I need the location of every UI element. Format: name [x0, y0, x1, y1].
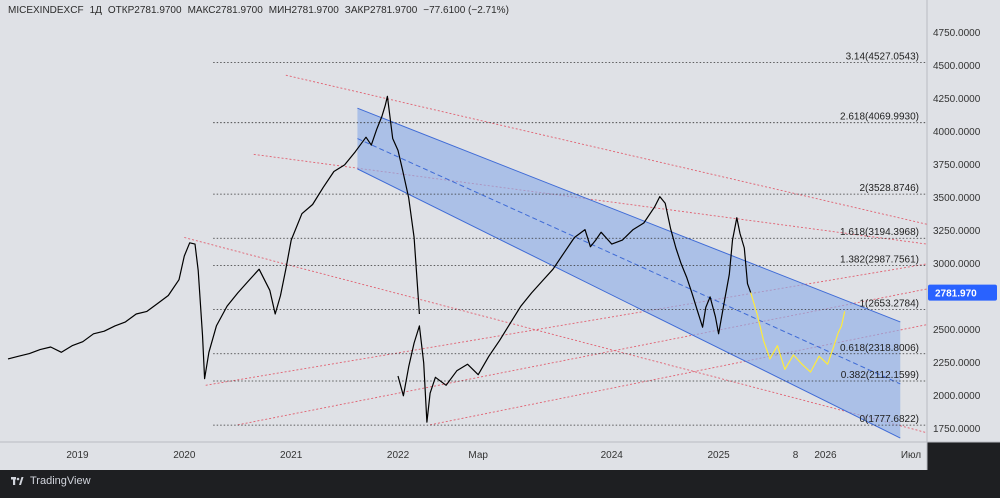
y-tick-3500: 3500.0000: [933, 193, 981, 204]
footer-bar: TradingView: [10, 474, 91, 488]
fib-label-2.618: 2.618(4069.9930): [840, 112, 919, 123]
fib-label-0: 0(1777.6822): [860, 414, 920, 425]
legend-interval[interactable]: 1Д: [89, 5, 102, 16]
fan-line-3: [205, 263, 927, 386]
price-axis-background: [927, 0, 1000, 442]
plot-layer: [7, 62, 927, 439]
legend-open: ОТКР2781.9700: [107, 5, 182, 16]
fib-label-2: 2(3528.8746): [860, 183, 920, 194]
y-tick-2000: 2000.0000: [933, 391, 981, 402]
y-tick-4000: 4000.0000: [933, 127, 981, 138]
legend-low: МИН2781.9700: [268, 5, 339, 16]
channel-mid-line: [357, 138, 901, 385]
x-tick-2022: 2022: [387, 450, 410, 461]
fib-label-1: 1(2653.2784): [860, 299, 920, 310]
legend-high: МАКС2781.9700: [187, 5, 263, 16]
fib-label-1.618: 1.618(3194.3968): [840, 227, 919, 238]
legend-change: −77.6100 (−2.71%): [423, 5, 509, 16]
x-tick-2024: 2024: [601, 450, 624, 461]
series-2: [750, 292, 846, 373]
last-price-badge: [928, 284, 997, 301]
x-tick-2026: 2026: [814, 450, 837, 461]
series-1: [397, 196, 752, 423]
x-tick-2025: 2025: [707, 450, 730, 461]
legend-symbol[interactable]: MICEXINDEXCF: [8, 5, 84, 16]
legend-close: ЗАКР2781.9700: [344, 5, 418, 16]
y-tick-4250: 4250.0000: [933, 94, 981, 105]
y-tick-2500: 2500.0000: [933, 325, 981, 336]
tradingview-logo-icon[interactable]: [10, 474, 24, 488]
x-tick-2019: 2019: [66, 450, 89, 461]
channel-upper-line: [357, 107, 901, 323]
channel-lower-line: [357, 168, 901, 439]
fib-label-1.382: 1.382(2987.7561): [840, 254, 919, 265]
x-tick-2021: 2021: [280, 450, 303, 461]
y-tick-2250: 2250.0000: [933, 358, 981, 369]
channel-fill: [357, 108, 901, 439]
fib-label-3.14: 3.14(4527.0543): [846, 51, 919, 62]
y-tick-3750: 3750.0000: [933, 160, 981, 171]
y-tick-4500: 4500.0000: [933, 61, 981, 72]
fib-label-0.618: 0.618(2318.8006): [840, 343, 919, 354]
y-tick-3000: 3000.0000: [933, 259, 981, 270]
x-tick-8: 8: [793, 450, 799, 461]
fan-line-5: [430, 324, 927, 426]
y-tick-3250: 3250.0000: [933, 226, 981, 237]
y-tick-1750: 1750.0000: [933, 424, 981, 435]
x-tick-Июл: Июл: [901, 450, 921, 461]
fan-line-2: [285, 74, 927, 225]
time-axis-background: [0, 442, 927, 470]
tradingview-brand[interactable]: TradingView: [30, 475, 91, 487]
x-tick-Мар: Мар: [468, 450, 488, 461]
symbol-legend: MICEXINDEXCF 1Д ОТКР2781.9700 МАКС2781.9…: [8, 5, 509, 21]
last-price-label: 2781.970: [935, 289, 977, 300]
x-tick-2020: 2020: [173, 450, 196, 461]
fib-label-0.382: 0.382(2112.1599): [841, 370, 919, 381]
series-0: [7, 95, 420, 380]
y-tick-4750: 4750.0000: [933, 28, 981, 39]
